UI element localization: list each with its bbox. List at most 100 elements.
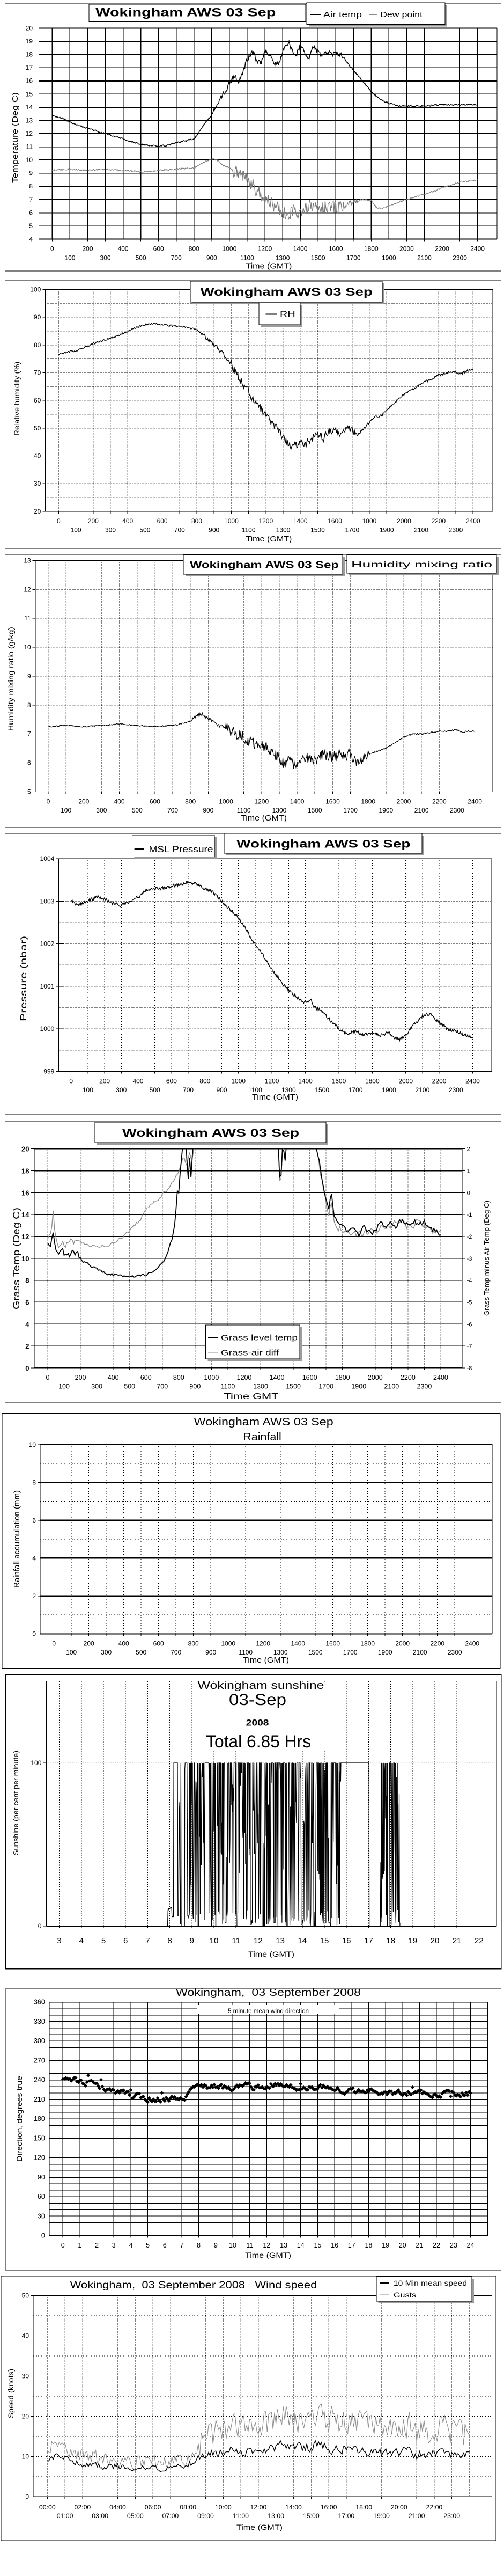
svg-text:1400: 1400 bbox=[270, 1374, 285, 1381]
svg-text:1300: 1300 bbox=[276, 254, 290, 261]
svg-text:14: 14 bbox=[26, 104, 33, 111]
svg-text:1: 1 bbox=[78, 2242, 81, 2249]
svg-text:9: 9 bbox=[27, 672, 31, 680]
svg-text:09:00: 09:00 bbox=[197, 2512, 214, 2520]
svg-text:20: 20 bbox=[26, 24, 33, 32]
svg-text:1000: 1000 bbox=[224, 517, 239, 525]
svg-text:2200: 2200 bbox=[431, 517, 446, 525]
svg-text:500: 500 bbox=[124, 1383, 135, 1391]
svg-text:14: 14 bbox=[21, 1211, 29, 1219]
svg-text:12: 12 bbox=[24, 586, 31, 593]
svg-text:1600: 1600 bbox=[325, 798, 340, 806]
svg-text:900: 900 bbox=[189, 1383, 201, 1391]
svg-text:2000: 2000 bbox=[395, 1640, 410, 1647]
svg-text:2000: 2000 bbox=[397, 798, 411, 806]
svg-text:100: 100 bbox=[71, 526, 81, 534]
svg-text:1000: 1000 bbox=[219, 798, 233, 806]
svg-text:1600: 1600 bbox=[332, 1078, 346, 1085]
svg-text:Time (GMT): Time (GMT) bbox=[248, 1950, 294, 1958]
svg-text:14: 14 bbox=[298, 1936, 307, 1945]
svg-text:900: 900 bbox=[205, 1649, 216, 1656]
svg-text:1100: 1100 bbox=[237, 807, 251, 814]
svg-text:1000: 1000 bbox=[223, 245, 237, 253]
svg-text:300: 300 bbox=[91, 1383, 102, 1391]
svg-text:100: 100 bbox=[30, 286, 41, 294]
svg-text:24: 24 bbox=[467, 2242, 475, 2249]
svg-text:10: 10 bbox=[21, 1255, 29, 1263]
svg-text:-6: -6 bbox=[467, 1321, 472, 1328]
svg-text:15: 15 bbox=[314, 2242, 321, 2249]
svg-text:-4: -4 bbox=[467, 1278, 472, 1284]
svg-text:16: 16 bbox=[342, 1936, 351, 1945]
svg-text:6: 6 bbox=[27, 759, 31, 767]
svg-text:2300: 2300 bbox=[449, 1086, 463, 1094]
svg-text:0: 0 bbox=[32, 1630, 36, 1637]
svg-text:400: 400 bbox=[114, 798, 125, 806]
svg-text:19:00: 19:00 bbox=[373, 2512, 390, 2520]
svg-text:15:00: 15:00 bbox=[303, 2512, 320, 2520]
svg-text:1002: 1002 bbox=[40, 940, 55, 948]
svg-text:90: 90 bbox=[38, 2174, 45, 2181]
svg-text:2000: 2000 bbox=[368, 1374, 383, 1381]
svg-text:2300: 2300 bbox=[449, 526, 463, 534]
svg-text:500: 500 bbox=[136, 1649, 146, 1656]
svg-text:Wokingham AWS 03 Sep: Wokingham AWS 03 Sep bbox=[122, 1127, 299, 1139]
svg-text:600: 600 bbox=[157, 517, 168, 525]
svg-text:11:00: 11:00 bbox=[233, 2512, 249, 2520]
svg-text:700: 700 bbox=[171, 254, 182, 261]
svg-text:Speed (knots): Speed (knots) bbox=[6, 2369, 15, 2418]
svg-text:120: 120 bbox=[34, 2154, 45, 2162]
svg-text:300: 300 bbox=[96, 807, 107, 814]
svg-text:Sunshine (per cent per minute): Sunshine (per cent per minute) bbox=[12, 1751, 20, 1855]
svg-text:Time (GMT): Time (GMT) bbox=[243, 1656, 289, 1665]
svg-text:300: 300 bbox=[105, 526, 116, 534]
svg-text:80: 80 bbox=[34, 341, 41, 349]
svg-text:Grass Temp minus Air Temp (Deg: Grass Temp minus Air Temp (Deg C) bbox=[483, 1201, 491, 1316]
svg-text:1400: 1400 bbox=[290, 798, 305, 806]
svg-text:2008: 2008 bbox=[246, 1718, 269, 1728]
svg-text:400: 400 bbox=[118, 245, 129, 253]
svg-text:1700: 1700 bbox=[345, 526, 359, 534]
svg-text:1500: 1500 bbox=[308, 1649, 323, 1656]
svg-text:10 Min mean speed: 10 Min mean speed bbox=[394, 2279, 467, 2287]
svg-text:800: 800 bbox=[191, 517, 202, 525]
svg-text:100: 100 bbox=[31, 1759, 41, 1767]
svg-text:2200: 2200 bbox=[435, 245, 449, 253]
svg-text:20: 20 bbox=[399, 2242, 406, 2249]
svg-text:1900: 1900 bbox=[378, 1649, 392, 1656]
svg-text:13: 13 bbox=[24, 557, 31, 565]
svg-text:0: 0 bbox=[46, 1374, 50, 1381]
svg-text:11: 11 bbox=[246, 2242, 253, 2249]
svg-text:Gusts: Gusts bbox=[394, 2290, 416, 2299]
svg-text:2300: 2300 bbox=[417, 1383, 432, 1391]
svg-text:1000: 1000 bbox=[221, 1640, 235, 1647]
svg-text:180: 180 bbox=[34, 2115, 45, 2123]
svg-text:360: 360 bbox=[34, 1999, 45, 2006]
svg-text:Time GMT: Time GMT bbox=[224, 1392, 279, 1401]
svg-text:500: 500 bbox=[132, 807, 143, 814]
svg-text:300: 300 bbox=[100, 254, 111, 261]
svg-text:2200: 2200 bbox=[430, 1640, 444, 1647]
svg-text:10: 10 bbox=[22, 2453, 29, 2460]
svg-text:1700: 1700 bbox=[343, 1649, 358, 1656]
svg-text:9: 9 bbox=[190, 1936, 194, 1945]
svg-text:1700: 1700 bbox=[318, 1383, 333, 1391]
svg-text:-3: -3 bbox=[467, 1256, 472, 1262]
svg-text:300: 300 bbox=[116, 1086, 127, 1094]
svg-text:6: 6 bbox=[25, 1298, 29, 1306]
svg-text:1003: 1003 bbox=[40, 897, 55, 905]
svg-text:800: 800 bbox=[189, 245, 199, 253]
svg-text:500: 500 bbox=[150, 1086, 160, 1094]
svg-text:1800: 1800 bbox=[364, 245, 379, 253]
svg-text:50: 50 bbox=[22, 2292, 29, 2300]
svg-text:0: 0 bbox=[61, 2242, 65, 2249]
svg-text:Wokingham AWS 03 Sep: Wokingham AWS 03 Sep bbox=[190, 559, 339, 570]
svg-text:Grass-air diff: Grass-air diff bbox=[221, 1349, 279, 1358]
svg-text:700: 700 bbox=[183, 1086, 194, 1094]
svg-text:Rainfall accumulation (mm): Rainfall accumulation (mm) bbox=[13, 1490, 21, 1588]
svg-text:20: 20 bbox=[21, 1145, 29, 1153]
svg-text:Grass level temp: Grass level temp bbox=[221, 1334, 298, 1343]
svg-text:18:00: 18:00 bbox=[355, 2504, 372, 2511]
svg-text:6: 6 bbox=[163, 2242, 167, 2249]
svg-text:Wokingham AWS 03 Sep: Wokingham AWS 03 Sep bbox=[95, 6, 276, 19]
